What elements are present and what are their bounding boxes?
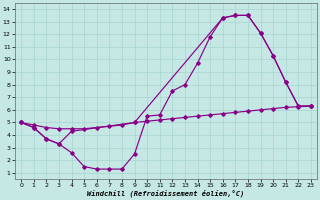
X-axis label: Windchill (Refroidissement éolien,°C): Windchill (Refroidissement éolien,°C) [87,190,245,197]
